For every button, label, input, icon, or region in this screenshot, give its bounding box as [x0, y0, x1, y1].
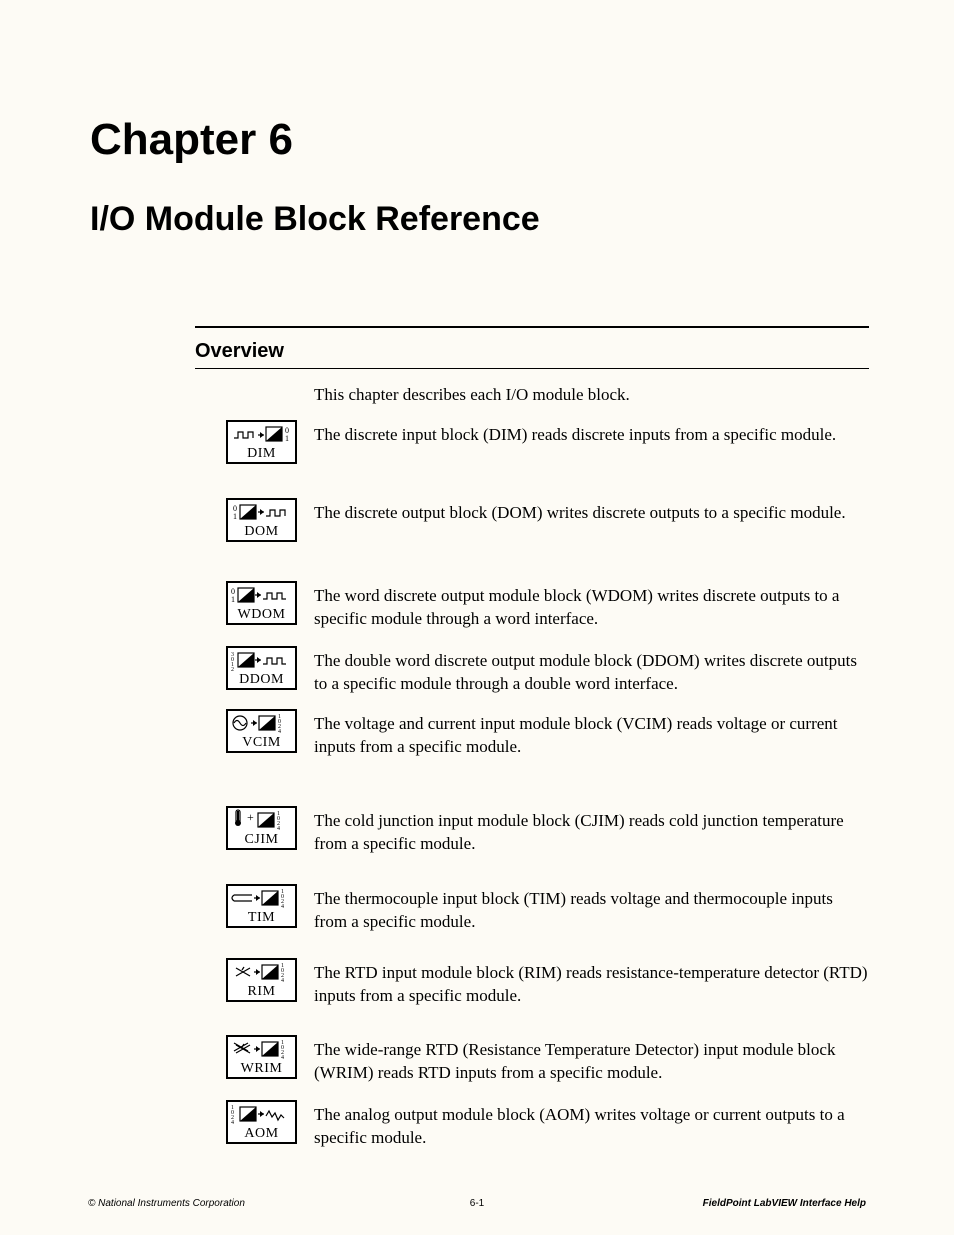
section-heading: Overview [195, 340, 284, 363]
vcim-icon-box: 1024VCIM [226, 709, 297, 753]
dim-icon-label: DIM [228, 447, 295, 461]
rim-icon: 1024RIM [226, 958, 297, 1002]
wrim-icon-label: WRIM [228, 1062, 295, 1076]
rim-description: The RTD input module block (RIM) reads r… [314, 962, 870, 1008]
vcim-description: The voltage and current input module blo… [314, 713, 870, 759]
ddom-icon-label: DDOM [228, 673, 295, 687]
tim-icon-box: 1024TIM [226, 884, 297, 928]
svg-text:1: 1 [285, 434, 289, 443]
aom-icon: 1024AOM [226, 1100, 297, 1144]
vcim-icon: 1024VCIM [226, 709, 297, 753]
rule-top [195, 326, 869, 328]
dom-icon-box: 01DOM [226, 498, 297, 542]
cjim-icon-label: CJIM [228, 833, 295, 847]
rim-icon-label: RIM [228, 985, 295, 999]
ddom-description: The double word discrete output module b… [314, 650, 870, 696]
wrim-icon-box: 1024WRIM [226, 1035, 297, 1079]
rim-icon-box: 1024RIM [226, 958, 297, 1002]
svg-text:4: 4 [231, 1120, 234, 1126]
svg-text:4: 4 [281, 978, 284, 984]
aom-icon-label: AOM [228, 1127, 295, 1141]
aom-description: The analog output module block (AOM) wri… [314, 1104, 870, 1150]
rule-bottom [195, 368, 869, 369]
svg-text:+: + [247, 810, 254, 824]
ddom-icon: 3012DDOM [226, 646, 297, 690]
dom-icon-label: DOM [228, 525, 295, 539]
cjim-icon: +1024CJIM [226, 806, 297, 850]
tim-description: The thermocouple input block (TIM) reads… [314, 888, 870, 934]
wrim-icon: 1024WRIM [226, 1035, 297, 1079]
wdom-icon-label: WDOM [228, 608, 295, 622]
wrim-description: The wide-range RTD (Resistance Temperatu… [314, 1039, 870, 1085]
ddom-icon-box: 3012DDOM [226, 646, 297, 690]
cjim-description: The cold junction input module block (CJ… [314, 810, 870, 856]
dim-icon-box: 01DIM [226, 420, 297, 464]
footer-product: FieldPoint LabVIEW Interface Help [703, 1198, 866, 1209]
page: Chapter 6 I/O Module Block Reference Ove… [0, 0, 954, 1235]
chapter-number: Chapter 6 [90, 115, 293, 165]
chapter-title: I/O Module Block Reference [90, 200, 540, 239]
dim-description: The discrete input block (DIM) reads dis… [314, 424, 870, 447]
dom-description: The discrete output block (DOM) writes d… [314, 502, 870, 525]
aom-icon-box: 1024AOM [226, 1100, 297, 1144]
svg-text:1: 1 [231, 595, 235, 604]
tim-icon: 1024TIM [226, 884, 297, 928]
vcim-icon-label: VCIM [228, 736, 295, 750]
dom-icon: 01DOM [226, 498, 297, 542]
svg-text:1: 1 [233, 512, 237, 521]
wdom-icon-box: 01WDOM [226, 581, 297, 625]
cjim-icon-box: +1024CJIM [226, 806, 297, 850]
dim-icon: 01DIM [226, 420, 297, 464]
intro-text: This chapter describes each I/O module b… [314, 384, 869, 407]
wdom-icon: 01WDOM [226, 581, 297, 625]
svg-text:4: 4 [281, 904, 284, 910]
tim-icon-label: TIM [228, 911, 295, 925]
wdom-description: The word discrete output module block (W… [314, 585, 870, 631]
